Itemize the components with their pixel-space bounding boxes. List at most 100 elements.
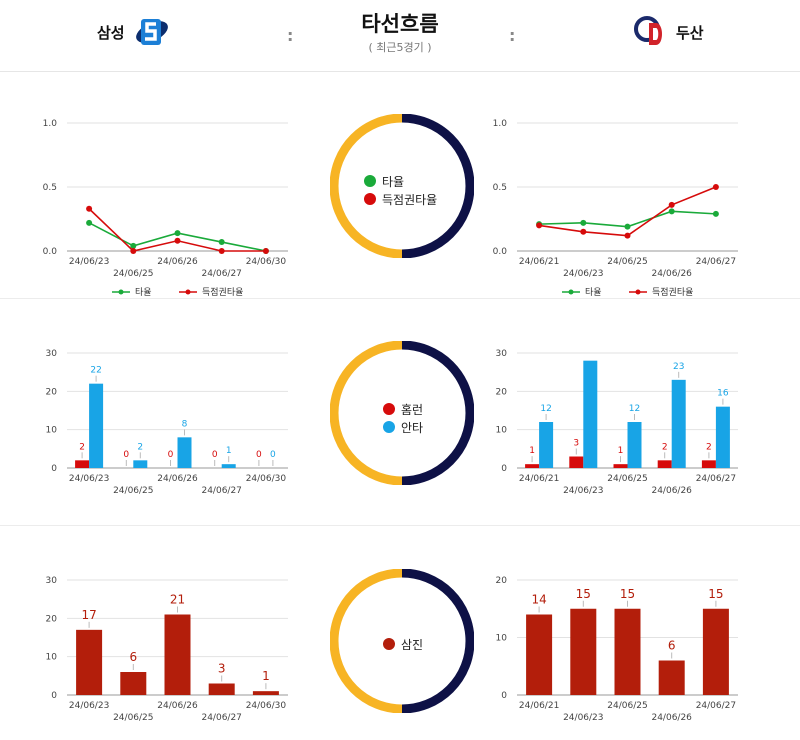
legend-label: 삼진 (401, 637, 424, 652)
bar (525, 464, 540, 468)
y-tick-label: 30 (46, 576, 58, 586)
data-label: 1 (618, 446, 624, 456)
x-tick-label: 24/06/27 (696, 257, 736, 267)
legend-marker (185, 289, 191, 295)
donut-ring (329, 113, 475, 259)
left-team-name: 삼성 (97, 24, 125, 42)
data-point (624, 223, 631, 230)
legend-item: 타율 (364, 172, 437, 190)
x-tick-label: 24/06/26 (157, 701, 198, 711)
data-point (86, 219, 93, 226)
so-legend: 삼진 (383, 635, 423, 653)
y-tick-label: 0.5 (493, 183, 507, 193)
x-tick-label: 24/06/21 (519, 701, 559, 711)
data-label: 3 (573, 439, 579, 449)
x-tick-label: 24/06/26 (651, 269, 692, 279)
x-tick-label: 24/06/23 (563, 486, 603, 496)
data-point (668, 208, 675, 215)
data-label: 12 (540, 404, 551, 414)
row-divider (0, 525, 800, 526)
y-tick-label: 20 (46, 387, 58, 397)
legend-dot (364, 175, 376, 187)
legend-label: 득점권타율 (202, 286, 243, 298)
legend-dot (383, 638, 395, 650)
donut-ring (329, 340, 475, 486)
data-point (218, 248, 225, 254)
x-tick-label: 24/06/23 (563, 269, 603, 279)
legend-label: 타율 (382, 174, 405, 189)
avg-donut (329, 113, 475, 259)
legend-marker (118, 289, 124, 295)
bar (613, 464, 628, 468)
data-point (668, 201, 675, 208)
x-tick-label: 24/06/23 (69, 257, 109, 267)
data-point (218, 239, 225, 246)
legend-marker (568, 289, 574, 295)
bar (120, 672, 147, 695)
x-tick-label: 24/06/30 (246, 474, 287, 484)
data-label: 0 (123, 450, 129, 460)
row-divider (0, 298, 800, 299)
data-label: 2 (662, 442, 668, 452)
samsung-lions-logo (136, 19, 168, 45)
series-line (88, 222, 267, 252)
x-tick-label: 24/06/23 (563, 713, 603, 723)
y-tick-label: 20 (46, 614, 58, 624)
data-label: 0 (256, 450, 262, 460)
legend-label: 타율 (585, 287, 602, 298)
y-tick-label: 1.0 (43, 119, 58, 129)
data-label: 15 (620, 587, 635, 601)
y-tick-label: 10 (496, 634, 508, 644)
data-label: 6 (668, 639, 676, 653)
x-tick-label: 24/06/27 (696, 474, 736, 484)
x-tick-label: 24/06/26 (651, 713, 692, 723)
bar (671, 379, 686, 468)
legend-label: 타율 (135, 287, 152, 298)
y-tick-label: 0.0 (493, 247, 508, 257)
legend-label: 득점권타율 (382, 192, 438, 207)
bar (715, 406, 730, 468)
data-point (262, 248, 269, 254)
y-tick-label: 0 (51, 691, 57, 701)
samsung-hr-hits-chart: 010203024/06/2324/06/2524/06/2624/06/272… (46, 349, 288, 496)
bar (539, 422, 554, 468)
data-point (536, 222, 543, 229)
x-tick-label: 24/06/25 (113, 486, 153, 496)
donut-right-half (401, 113, 475, 259)
legend-item: 득점권타율 (364, 190, 437, 208)
data-label: 22 (90, 366, 101, 376)
hr-hits-legend: 홈런 안타 (383, 400, 423, 436)
data-label: 1 (529, 446, 535, 456)
y-tick-label: 0.0 (43, 247, 58, 257)
data-label: 15 (708, 587, 723, 601)
x-tick-label: 24/06/26 (651, 486, 692, 496)
data-point (712, 184, 719, 190)
legend-item: 홈런 (383, 400, 423, 418)
right-team-name: 두산 (676, 24, 704, 42)
legend-label: 득점권타율 (652, 286, 693, 298)
data-label: 1 (262, 669, 270, 683)
y-tick-label: 0 (51, 464, 57, 474)
bar (614, 608, 641, 695)
data-point (130, 242, 137, 249)
bar (526, 614, 553, 695)
bar (252, 691, 279, 695)
donut-left-half (329, 113, 403, 259)
donut-ring (329, 568, 475, 714)
x-tick-label: 24/06/25 (113, 269, 153, 279)
data-label: 12 (629, 404, 640, 414)
y-tick-label: 10 (496, 426, 508, 436)
page-title: 타선흐름 (361, 12, 439, 36)
y-tick-label: 1.0 (493, 119, 508, 129)
bar (177, 437, 192, 468)
bar (133, 460, 148, 468)
hr-hits-donut (329, 340, 475, 486)
bar (569, 456, 584, 468)
data-label: 16 (717, 389, 729, 399)
x-tick-label: 24/06/25 (113, 713, 153, 723)
data-label: 3 (218, 662, 226, 676)
data-label: 1 (226, 446, 232, 456)
so-donut (329, 568, 475, 714)
y-tick-label: 20 (496, 387, 508, 397)
